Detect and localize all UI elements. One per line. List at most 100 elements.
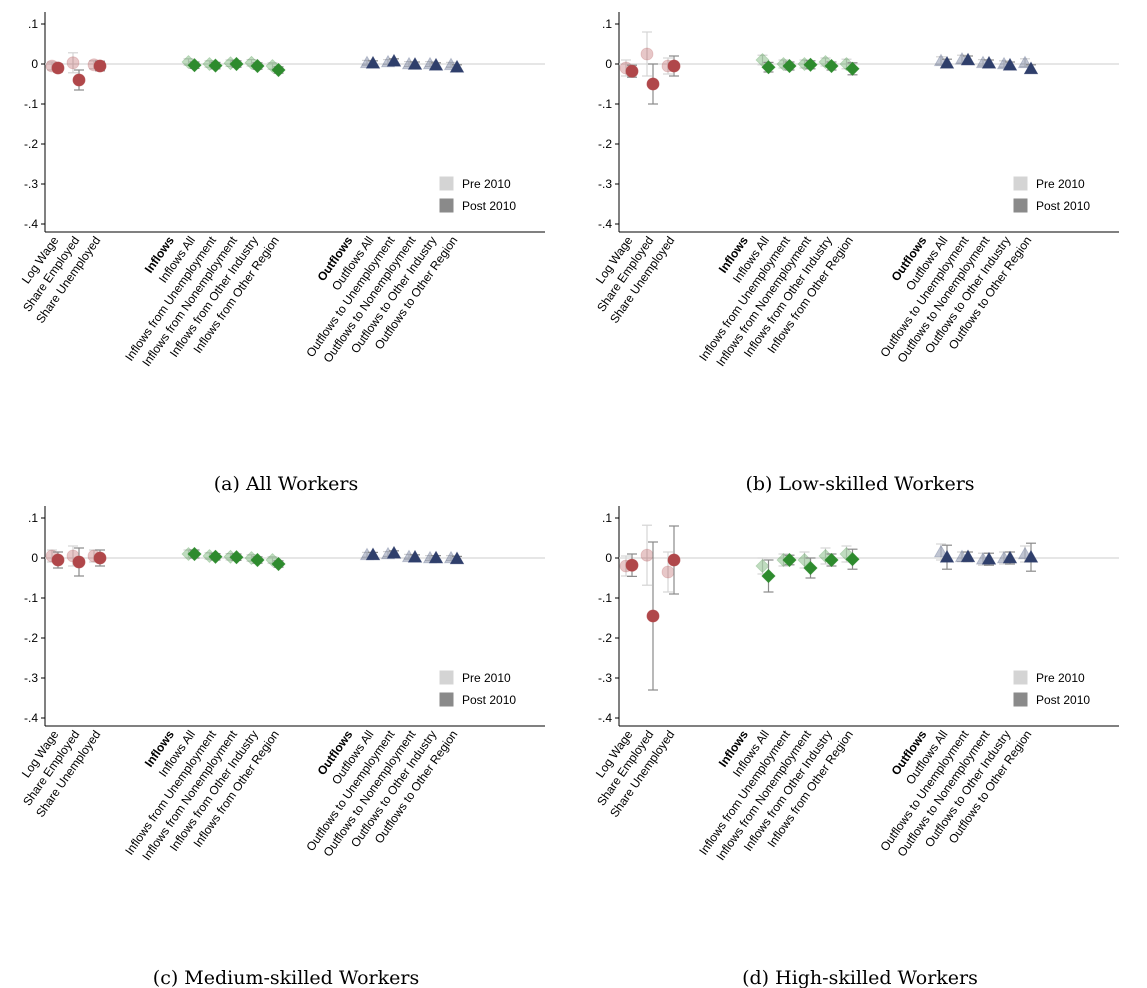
marker: [667, 553, 681, 567]
y-tick-label: -.3: [24, 177, 38, 191]
marker: [93, 551, 107, 565]
caption: (a) All Workers: [214, 473, 358, 495]
marker: [824, 552, 839, 568]
marker: [51, 61, 65, 75]
legend-swatch: [439, 670, 454, 685]
error-bar: [642, 31, 652, 77]
marker: [761, 568, 776, 584]
marker: [250, 552, 265, 568]
marker: [229, 56, 244, 72]
marker: [803, 57, 818, 72]
y-tick-label: .1: [28, 17, 38, 31]
marker: [960, 549, 976, 563]
marker: [229, 550, 244, 565]
y-tick-label: -.4: [598, 711, 612, 725]
marker: [72, 73, 86, 87]
marker: [625, 64, 639, 78]
marker: [845, 61, 860, 76]
legend-label: Pre 2010: [462, 671, 511, 685]
y-tick-label: 0: [605, 551, 612, 565]
marker: [782, 552, 797, 568]
marker: [640, 47, 654, 61]
marker: [386, 53, 402, 67]
y-tick-label: 0: [31, 551, 38, 565]
caption: (d) High-skilled Workers: [742, 967, 978, 988]
legend-label: Pre 2010: [462, 177, 511, 191]
y-tick-label: .1: [28, 511, 38, 525]
marker: [66, 56, 80, 70]
marker: [407, 549, 423, 563]
y-tick-label: -.2: [24, 137, 38, 151]
legend-label: Post 2010: [462, 693, 516, 707]
marker: [625, 558, 639, 572]
y-tick-label: 0: [31, 57, 38, 71]
marker: [187, 58, 202, 73]
marker: [803, 560, 818, 576]
y-tick-label: 0: [605, 57, 612, 71]
marker: [981, 55, 997, 69]
y-tick-label: -.4: [24, 711, 38, 725]
marker: [93, 59, 107, 73]
legend-swatch: [1013, 692, 1028, 707]
marker: [365, 547, 381, 561]
marker: [208, 549, 223, 564]
marker: [761, 60, 776, 75]
legend-swatch: [1013, 670, 1028, 685]
y-tick-label: -.1: [24, 591, 38, 605]
marker: [271, 62, 286, 78]
marker: [208, 58, 223, 73]
marker: [428, 57, 444, 71]
legend-label: Post 2010: [462, 199, 516, 213]
marker: [933, 544, 949, 558]
y-tick-label: -.2: [24, 631, 38, 645]
legend-label: Pre 2010: [1036, 671, 1085, 685]
marker: [449, 551, 465, 565]
marker: [782, 58, 797, 74]
error-bar: [642, 524, 652, 586]
error-bar: [68, 52, 78, 74]
caption: (c) Medium-skilled Workers: [153, 967, 419, 988]
y-tick-label: -.1: [598, 591, 612, 605]
marker: [661, 565, 675, 579]
marker: [407, 57, 423, 70]
marker: [1002, 550, 1018, 564]
marker: [428, 550, 444, 564]
y-tick-label: -.3: [598, 177, 612, 191]
y-tick-label: -.4: [24, 217, 38, 231]
marker: [1023, 61, 1039, 75]
y-tick-label: -.3: [24, 671, 38, 685]
marker: [1002, 57, 1018, 71]
legend-label: Post 2010: [1036, 199, 1090, 213]
marker: [449, 59, 465, 73]
marker: [386, 545, 402, 559]
marker: [755, 558, 770, 574]
marker: [365, 55, 381, 69]
marker: [187, 546, 202, 562]
legend-swatch: [439, 692, 454, 707]
marker: [271, 556, 286, 572]
y-tick-label: -.2: [598, 137, 612, 151]
marker: [667, 59, 681, 73]
y-tick-label: -.3: [598, 671, 612, 685]
marker: [939, 549, 955, 563]
y-tick-label: -.2: [598, 631, 612, 645]
marker: [1023, 549, 1039, 563]
legend-swatch: [439, 198, 454, 213]
marker: [960, 52, 976, 66]
marker: [824, 58, 839, 74]
marker: [646, 77, 660, 91]
y-tick-label: .1: [602, 17, 612, 31]
legend-swatch: [1013, 198, 1028, 213]
marker: [640, 548, 654, 562]
legend-label: Pre 2010: [1036, 177, 1085, 191]
legend-swatch: [1013, 176, 1028, 191]
marker: [845, 552, 860, 567]
y-tick-label: -.1: [24, 97, 38, 111]
legend-label: Post 2010: [1036, 693, 1090, 707]
marker: [72, 555, 86, 569]
